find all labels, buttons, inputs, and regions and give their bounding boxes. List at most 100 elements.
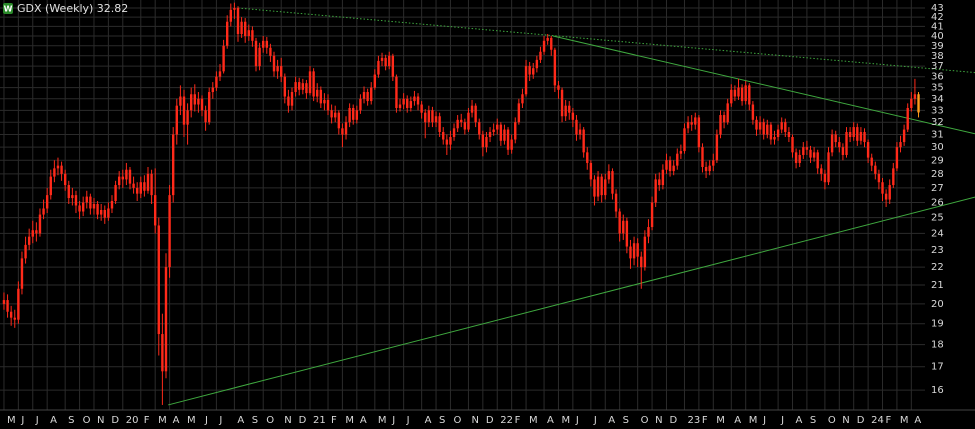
candle-body xyxy=(416,96,420,105)
candle-body xyxy=(265,40,269,48)
candle-body xyxy=(751,104,755,120)
candle-body xyxy=(496,124,499,130)
x-tick-label: D xyxy=(299,415,307,426)
candle-body xyxy=(708,165,711,172)
candle-body xyxy=(895,147,899,169)
candle-body xyxy=(110,201,114,209)
x-tick-label: 24 xyxy=(871,415,884,426)
candle-body xyxy=(388,55,391,67)
candle-body xyxy=(236,8,240,35)
candle-body xyxy=(668,160,672,172)
candle-body xyxy=(917,94,920,113)
candle-body xyxy=(6,300,9,312)
x-tick-label: J xyxy=(391,415,395,426)
x-tick-label: A xyxy=(795,415,802,426)
candle-body xyxy=(546,37,549,41)
candle-body xyxy=(420,104,423,113)
candle-body xyxy=(442,132,445,140)
x-tick-label: J xyxy=(35,415,39,426)
candle-body xyxy=(805,147,809,150)
candle-body xyxy=(168,195,171,268)
candle-body xyxy=(762,122,765,135)
y-tick-label: 22 xyxy=(931,262,944,273)
candle-body xyxy=(802,147,805,155)
x-tick-label: J xyxy=(575,415,579,426)
candle-body xyxy=(784,122,787,133)
badge: W xyxy=(4,5,13,14)
candle-body xyxy=(737,87,740,97)
candle-body xyxy=(787,132,791,137)
candle-body xyxy=(524,66,528,95)
candle-body xyxy=(290,92,294,106)
candle-body xyxy=(467,112,470,130)
candle-body xyxy=(859,132,863,141)
candle-body xyxy=(431,110,434,123)
y-tick-label: 29 xyxy=(931,155,944,166)
candle-body xyxy=(99,209,103,215)
candle-body xyxy=(204,110,207,123)
candle-body xyxy=(719,115,722,135)
candle-body xyxy=(625,220,629,247)
candle-body xyxy=(568,105,571,113)
candle-body xyxy=(182,96,186,125)
candle-body xyxy=(470,105,474,113)
candle-body xyxy=(355,110,359,120)
candle-body xyxy=(319,89,323,104)
grid xyxy=(0,0,925,410)
candle-body xyxy=(460,119,463,123)
candle-body xyxy=(874,165,877,174)
candle-body xyxy=(661,169,665,186)
candle-body xyxy=(424,112,427,123)
candle-body xyxy=(330,110,333,118)
candle-body xyxy=(557,85,560,90)
candle-body xyxy=(676,153,679,166)
candle-body xyxy=(225,21,229,46)
candle-body xyxy=(427,110,431,123)
y-tick-label: 23 xyxy=(931,245,944,256)
candle-body xyxy=(359,98,362,111)
candle-body xyxy=(755,119,758,130)
candle-body xyxy=(722,115,726,123)
x-tick-label: J xyxy=(204,415,208,426)
candle-body xyxy=(730,89,733,104)
candle-body xyxy=(578,129,582,135)
candle-body xyxy=(406,98,409,108)
candle-body xyxy=(776,129,780,137)
candle-body xyxy=(712,160,715,166)
y-tick-label: 42 xyxy=(931,12,944,23)
x-tick-label: 22 xyxy=(500,415,513,426)
x-tick-label: O xyxy=(453,415,461,426)
candle-body xyxy=(45,195,49,209)
y-tick-label: 33 xyxy=(931,105,944,116)
candle-body xyxy=(53,168,56,177)
chart-title: GDX (Weekly) 32.82 xyxy=(17,2,128,15)
candle-body xyxy=(726,103,729,123)
x-tick-label: M xyxy=(345,415,354,426)
candle-body xyxy=(780,122,783,130)
candle-body xyxy=(20,258,24,289)
y-tick-label: 28 xyxy=(931,169,944,180)
candle-body xyxy=(694,117,697,125)
candle-body xyxy=(521,94,524,104)
candle-body xyxy=(438,116,441,133)
candle-body xyxy=(571,112,575,120)
candle-body xyxy=(222,45,225,72)
x-tick-label: N xyxy=(471,415,478,426)
candle-body xyxy=(139,182,142,194)
candle-body xyxy=(294,82,297,93)
x-tick-label: M xyxy=(716,415,725,426)
candle-body xyxy=(114,185,117,202)
candle-body xyxy=(85,196,88,203)
x-tick-label: S xyxy=(252,415,258,426)
candle-body xyxy=(193,94,196,105)
trendline xyxy=(237,7,975,74)
candle-body xyxy=(794,152,798,163)
candle-body xyxy=(413,96,416,102)
candle-body xyxy=(906,107,909,130)
y-tick-label: 37 xyxy=(931,61,944,72)
candle-body xyxy=(499,124,503,141)
candle-body xyxy=(143,182,146,191)
candle-body xyxy=(384,57,387,67)
candle-body xyxy=(370,87,373,102)
